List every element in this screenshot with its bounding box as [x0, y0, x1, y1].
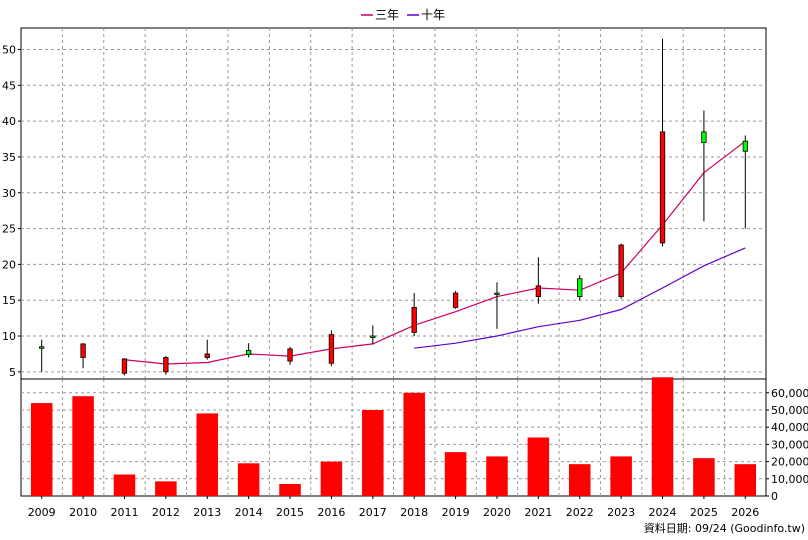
volume-bar: [693, 458, 715, 496]
volume-ytick-label: 10,000: [771, 473, 808, 486]
volume-bar: [568, 464, 591, 496]
price-panel: 5 10 15 20 25 30 35 40 45 50: [2, 27, 767, 380]
x-tick-label: 2012: [152, 506, 180, 519]
volume-bar: [651, 377, 674, 496]
candle-body: [577, 278, 583, 298]
volume-panel: 0 10,000 20,000 30,000 40,000 50,000 60,000: [20, 377, 808, 503]
volume-bar: [403, 392, 425, 496]
volume-bar: [30, 403, 53, 496]
candle-body: [452, 292, 459, 308]
candle-body: [618, 244, 624, 298]
x-axis: 2009 2010 2011 2012 2013 2014 2015 2016 2017 2018…: [28, 496, 759, 519]
candle-body: [535, 285, 542, 298]
price-ytick-label: 35: [2, 151, 16, 164]
price-ytick-label: 25: [2, 223, 16, 236]
volume-bar: [196, 413, 219, 496]
x-tick-label: 2019: [442, 506, 470, 519]
price-ytick-label: 15: [2, 294, 16, 307]
volume-ytick-label: 0: [771, 490, 778, 503]
candle-body: [287, 348, 293, 362]
x-tick-label: 2025: [690, 506, 718, 519]
candle-body: [411, 306, 417, 333]
candle-body: [659, 131, 666, 244]
x-tick-label: 2013: [193, 506, 221, 519]
price-ytick-label: 10: [2, 330, 16, 343]
volume-bar: [113, 474, 136, 496]
volume-ytick-label: 50,000: [771, 404, 808, 417]
price-ytick-label: 30: [2, 187, 16, 200]
x-tick-label: 2026: [731, 506, 759, 519]
x-tick-label: 2011: [110, 506, 138, 519]
x-tick-label: 2022: [566, 506, 594, 519]
volume-ytick-label: 30,000: [771, 438, 808, 451]
x-tick-label: 2010: [69, 506, 97, 519]
x-tick-label: 2009: [28, 506, 56, 519]
source-note: 資料日期: 09/24 (Goodinfo.tw): [644, 521, 805, 535]
candle-body: [370, 335, 376, 338]
x-tick-label: 2021: [524, 506, 552, 519]
volume-ytick-label: 60,000: [771, 387, 808, 400]
volume-bar: [486, 456, 508, 496]
volume-bar: [527, 437, 550, 496]
legend: 三年 十年: [361, 8, 445, 22]
legend-label-series-1: 三年: [375, 8, 399, 22]
price-ytick-label: 5: [9, 366, 16, 379]
x-tick-label: 2023: [607, 506, 635, 519]
volume-bar: [72, 396, 94, 496]
volume-ytick-label: 40,000: [771, 421, 808, 434]
x-tick-label: 2014: [235, 506, 263, 519]
candle-body: [39, 346, 45, 349]
candle-body: [245, 349, 252, 356]
candle-body: [80, 343, 86, 358]
candle-body: [742, 140, 748, 152]
price-ytick-label: 20: [2, 258, 16, 271]
volume-bar: [610, 456, 632, 496]
x-tick-label: 2018: [400, 506, 428, 519]
price-ytick-label: 40: [2, 115, 16, 128]
x-tick-label: 2015: [276, 506, 304, 519]
series-line-2: [414, 247, 746, 349]
volume-bar: [155, 481, 177, 496]
volume-bar: [320, 461, 343, 496]
candle-body: [121, 358, 128, 374]
volume-ytick-label: 20,000: [771, 456, 808, 469]
candle-body: [328, 334, 335, 364]
series-line-1: [124, 140, 746, 365]
volume-bar: [362, 409, 384, 496]
candle-body: [204, 353, 210, 358]
volume-bar: [734, 464, 757, 496]
x-tick-label: 2017: [359, 506, 387, 519]
x-tick-label: 2016: [317, 506, 345, 519]
price-ytick-label: 50: [2, 43, 16, 56]
volume-bar: [237, 463, 260, 496]
volume-bar: [444, 452, 467, 496]
candle-body: [494, 292, 500, 295]
x-tick-label: 2020: [483, 506, 511, 519]
price-ytick-label: 45: [2, 79, 16, 92]
candle-body: [163, 357, 169, 373]
legend-label-series-2: 十年: [421, 8, 445, 22]
volume-bar: [279, 483, 301, 496]
x-tick-label: 2024: [649, 506, 677, 519]
candle-body: [701, 131, 707, 144]
